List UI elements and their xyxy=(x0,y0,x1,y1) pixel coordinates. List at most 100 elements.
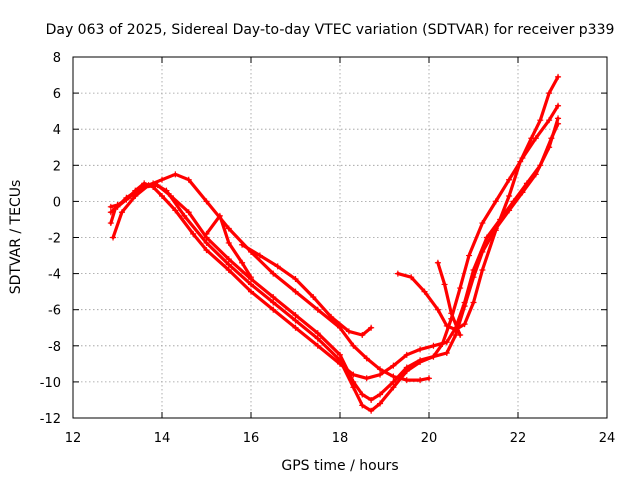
y-tick-label: -10 xyxy=(40,376,61,391)
data-point xyxy=(172,171,179,178)
y-tick-label: 4 xyxy=(53,123,61,138)
data-point xyxy=(359,391,366,398)
data-point xyxy=(314,306,321,313)
data-point xyxy=(292,324,299,331)
data-point xyxy=(426,375,432,382)
data-point xyxy=(225,261,232,268)
data-point xyxy=(292,317,299,324)
data-point xyxy=(390,378,397,385)
data-point xyxy=(359,402,366,409)
data-point xyxy=(506,192,513,199)
data-point xyxy=(417,346,424,353)
data-point xyxy=(203,239,210,246)
y-tick-label: -8 xyxy=(48,340,61,355)
data-point xyxy=(216,212,223,219)
data-point xyxy=(390,384,397,391)
data-point xyxy=(145,182,152,189)
data-point xyxy=(225,256,232,263)
series-day-3 xyxy=(107,102,562,414)
data-point xyxy=(350,342,357,349)
data-point xyxy=(441,281,448,288)
y-tick-label: 8 xyxy=(53,51,61,66)
y-tick-label: -4 xyxy=(48,268,61,283)
data-point xyxy=(390,362,397,369)
data-point xyxy=(403,368,410,375)
data-point xyxy=(403,351,410,358)
data-point xyxy=(555,102,562,109)
series-day-5 xyxy=(239,241,375,338)
data-point xyxy=(377,366,384,373)
data-point xyxy=(466,252,473,259)
series-day-8 xyxy=(203,212,254,281)
data-point xyxy=(270,270,277,277)
data-point xyxy=(345,328,352,335)
data-point xyxy=(159,192,165,199)
data-point xyxy=(492,227,499,234)
data-point xyxy=(417,377,424,384)
data-point xyxy=(337,357,343,364)
data-point xyxy=(270,306,277,313)
data-point xyxy=(546,90,553,97)
data-point xyxy=(239,241,246,248)
data-point xyxy=(368,407,375,414)
x-tick-label: 16 xyxy=(243,431,260,446)
data-point xyxy=(172,207,179,214)
data-point xyxy=(434,306,441,313)
series-day-4 xyxy=(110,171,432,384)
data-point xyxy=(292,288,299,295)
data-point xyxy=(203,247,210,254)
data-point xyxy=(292,312,299,319)
data-point xyxy=(532,171,539,178)
data-point xyxy=(368,324,375,331)
data-point xyxy=(328,313,335,320)
y-tick-label: -6 xyxy=(48,304,61,319)
series-day-1 xyxy=(107,120,562,382)
series-line xyxy=(436,261,462,337)
data-point xyxy=(225,239,232,246)
data-point xyxy=(403,377,410,384)
data-point xyxy=(546,144,553,151)
data-point xyxy=(337,351,343,358)
data-point xyxy=(225,266,232,273)
x-tick-label: 14 xyxy=(154,431,171,446)
data-point xyxy=(256,252,263,259)
data-point xyxy=(506,207,513,214)
data-point xyxy=(310,294,317,301)
data-point xyxy=(408,274,415,281)
data-point xyxy=(203,230,210,237)
data-point xyxy=(377,400,384,407)
data-point xyxy=(248,281,254,288)
data-point xyxy=(470,299,477,306)
data-point xyxy=(537,117,544,124)
y-axis-label: SDTVAR / TECUs xyxy=(8,180,24,295)
data-point xyxy=(368,396,375,403)
data-point xyxy=(470,274,477,281)
data-point xyxy=(479,248,486,255)
data-point xyxy=(430,342,437,349)
data-point xyxy=(112,205,119,212)
data-point xyxy=(270,294,277,301)
x-tick-label: 22 xyxy=(510,431,527,446)
data-point xyxy=(181,212,188,219)
data-point xyxy=(555,115,562,122)
data-point xyxy=(457,285,464,292)
data-point xyxy=(363,355,370,362)
data-point xyxy=(314,342,321,349)
x-axis-label: GPS time / hours xyxy=(281,458,398,474)
data-point xyxy=(203,198,210,205)
y-tick-label: -2 xyxy=(48,232,61,247)
data-point xyxy=(363,375,370,382)
data-point xyxy=(430,353,437,360)
data-point xyxy=(461,303,468,310)
x-tick-label: 18 xyxy=(332,431,349,446)
data-point xyxy=(555,73,562,80)
x-tick-label: 24 xyxy=(599,431,616,446)
data-point xyxy=(377,371,384,378)
data-point xyxy=(377,391,384,398)
series-line xyxy=(240,243,373,337)
data-point xyxy=(314,330,321,337)
x-tick-label: 12 xyxy=(65,431,82,446)
data-point xyxy=(457,331,464,338)
